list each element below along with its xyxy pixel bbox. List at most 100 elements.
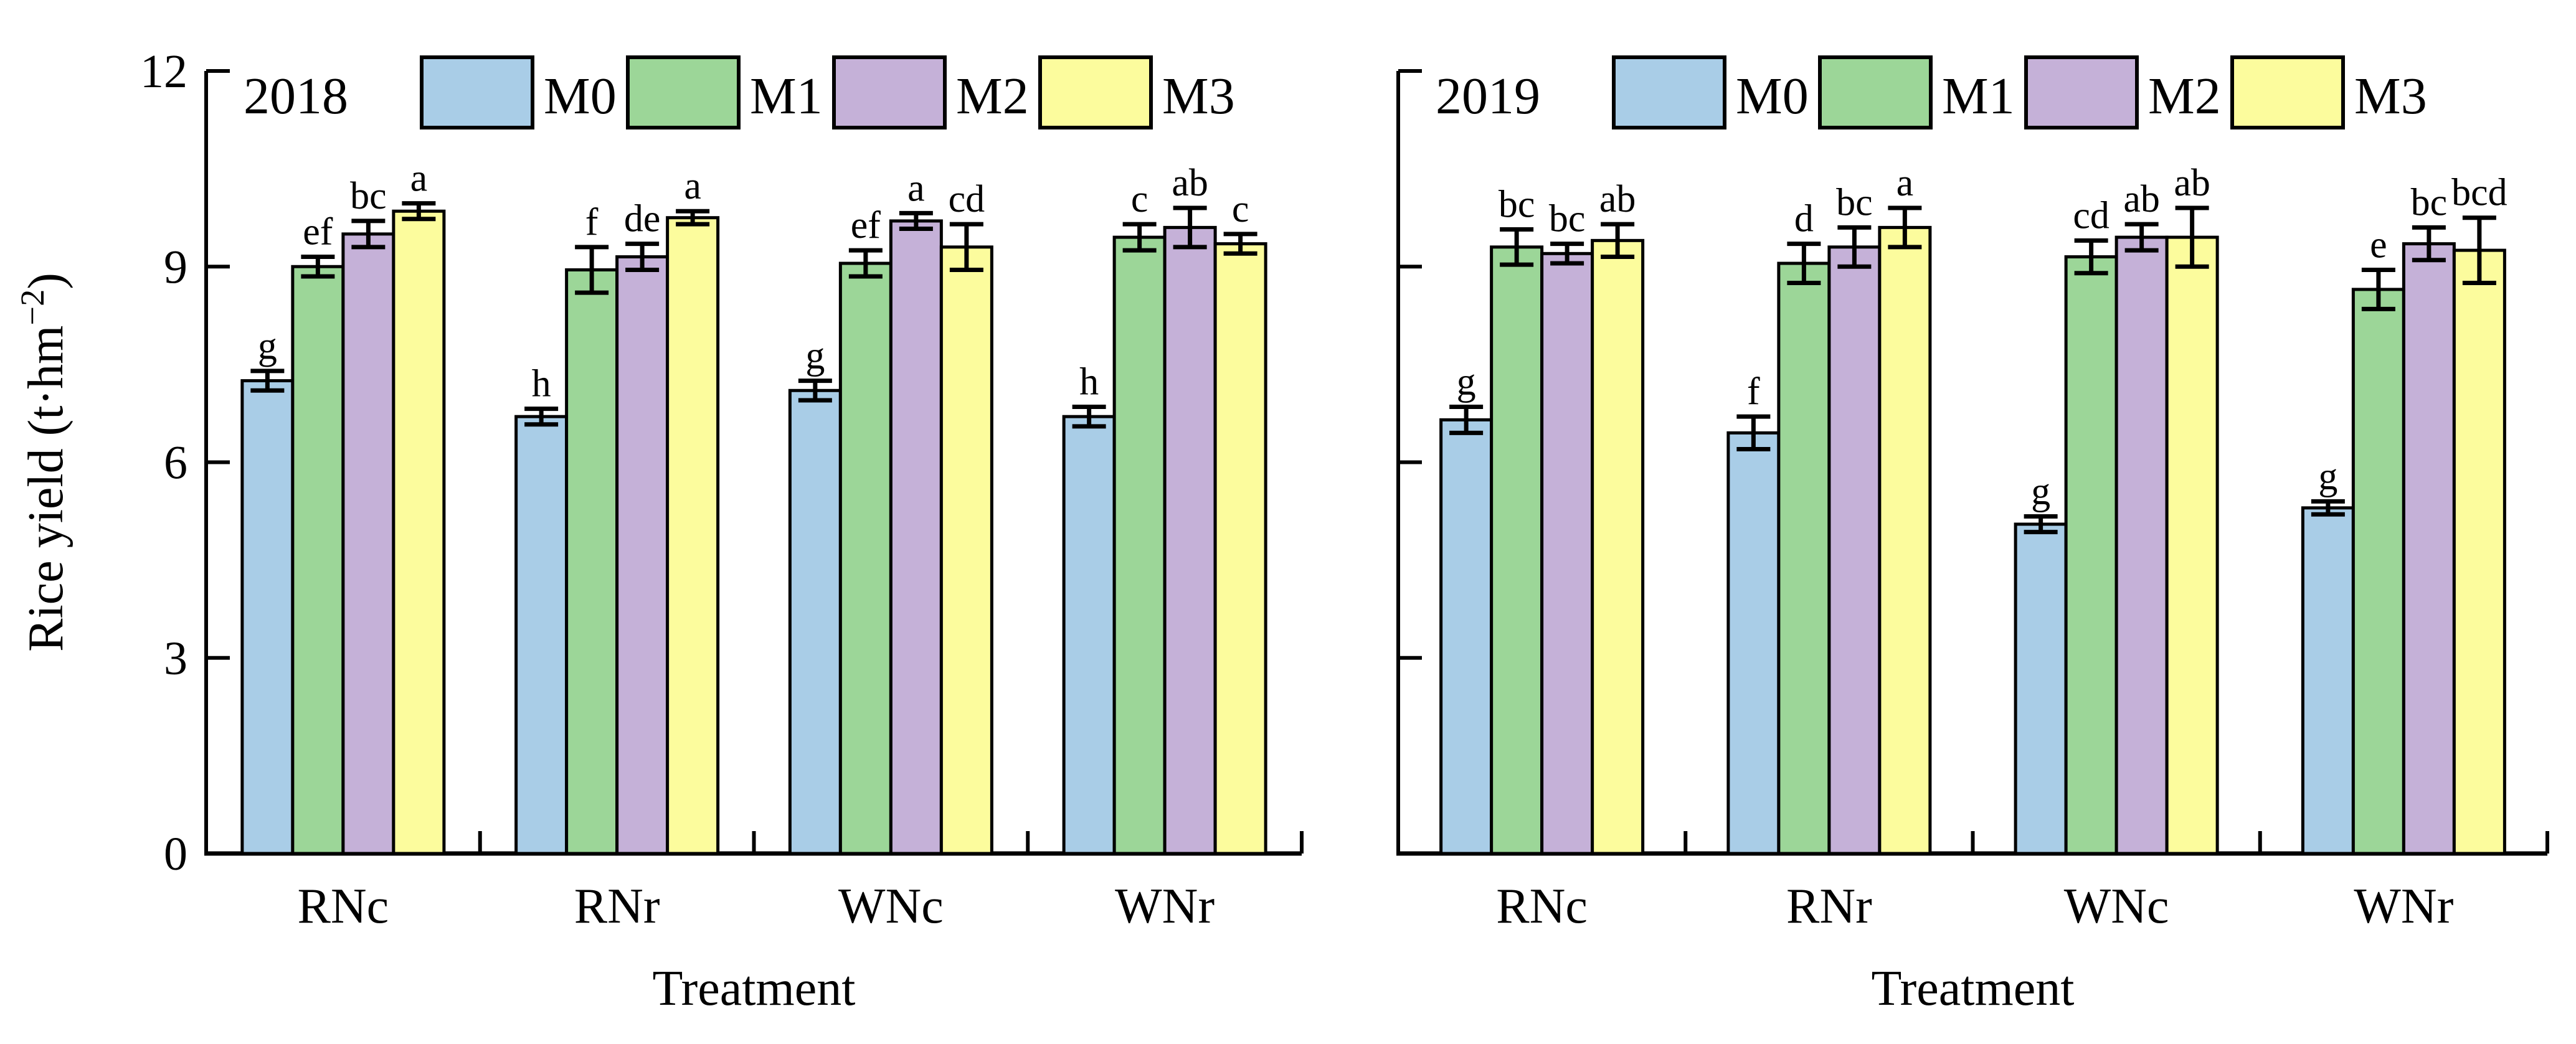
legend-swatch-2018-M1 <box>626 55 741 129</box>
y-tick-label-9: 9 <box>164 241 187 293</box>
group-label-2018-RNr: RNr <box>574 879 660 934</box>
sig-letter-2019-RNr-M1: d <box>1794 198 1814 240</box>
sig-letter-2019-WNc-M0: g <box>2031 470 2050 512</box>
sig-letter-2019-RNc-M1: bc <box>1499 184 1535 226</box>
group-label-2018-WNr: WNr <box>1115 879 1215 934</box>
y-tick-label-6: 6 <box>164 437 187 489</box>
sig-letter-2018-RNr-M2: de <box>624 198 661 240</box>
bar-2018-RNc-M0 <box>240 379 295 855</box>
bar-2019-WNc-M3 <box>2165 235 2219 855</box>
bar-2018-WNc-M1 <box>838 261 893 855</box>
bar-2019-RNc-M3 <box>1591 238 1645 855</box>
legend-label-2018-M2: M2 <box>956 67 1029 125</box>
x-axis-title-2019: Treatment <box>1872 961 2075 1016</box>
sig-letter-2018-WNr-M0: h <box>1079 360 1099 403</box>
sig-letter-2018-RNr-M0: h <box>532 363 551 405</box>
bar-2018-WNr-M3 <box>1213 242 1267 855</box>
bar-2018-WNr-M0 <box>1062 415 1116 855</box>
y-tick-label-3: 3 <box>164 633 187 685</box>
legend-swatch-2019-M2 <box>2024 55 2139 129</box>
bar-2019-RNr-M3 <box>1878 225 1932 855</box>
legend-swatch-2019-M3 <box>2230 55 2345 129</box>
bar-2018-WNr-M1 <box>1112 235 1167 855</box>
legend-swatch-2018-M0 <box>420 55 534 129</box>
sig-letter-2019-RNr-M2: bc <box>1836 181 1873 223</box>
bar-2019-RNr-M2 <box>1827 245 1882 855</box>
legend-label-2019-M1: M1 <box>1942 67 2015 125</box>
y-axis-title: Rice yield (t·hm−2) <box>14 273 73 652</box>
bar-2018-RNc-M2 <box>341 232 395 855</box>
legend-label-2018-M3: M3 <box>1162 67 1235 125</box>
bar-2018-WNc-M0 <box>788 388 842 855</box>
sig-letter-2019-RNr-M3: a <box>1896 162 1914 204</box>
bar-2018-WNc-M2 <box>889 219 943 855</box>
sig-letter-2019-RNr-M0: f <box>1747 370 1760 413</box>
group-label-2019-RNc: RNc <box>1496 879 1588 934</box>
legend-label-2019-M3: M3 <box>2354 67 2427 125</box>
legend-label-2018-M1: M1 <box>750 67 823 125</box>
x-axis-title-2018: Treatment <box>653 961 856 1016</box>
bar-2018-RNr-M0 <box>514 415 569 855</box>
bar-2018-WNr-M2 <box>1163 225 1217 855</box>
group-label-2019-WNc: WNc <box>2064 879 2169 934</box>
bar-2019-WNr-M3 <box>2452 248 2506 855</box>
year-label-2018: 2018 <box>244 67 348 125</box>
bar-2019-RNc-M2 <box>1540 252 1594 855</box>
legend-swatch-2019-M0 <box>1612 55 1726 129</box>
sig-letter-2018-WNc-M3: cd <box>949 178 985 220</box>
bar-2018-RNr-M3 <box>666 216 720 855</box>
sig-letter-2018-RNr-M3: a <box>684 165 701 207</box>
legend-label-2019-M0: M0 <box>1736 67 1809 125</box>
y-tick-label-0: 0 <box>164 828 187 880</box>
sig-letter-2018-WNr-M2: ab <box>1172 162 1208 204</box>
sig-letter-2019-WNr-M2: bc <box>2411 181 2448 223</box>
group-label-2018-RNc: RNc <box>298 879 389 934</box>
bar-2019-WNc-M1 <box>2064 255 2118 855</box>
bar-2019-RNc-M0 <box>1439 418 1494 855</box>
legend-label-2018-M0: M0 <box>544 67 617 125</box>
sig-letter-2018-WNr-M1: c <box>1131 178 1148 220</box>
sig-letter-2019-RNc-M0: g <box>1457 360 1476 403</box>
bar-2019-RNr-M0 <box>1726 431 1781 855</box>
sig-letter-2018-RNr-M1: f <box>585 201 599 243</box>
sig-letter-2018-WNc-M0: g <box>805 335 825 377</box>
bar-2019-WNc-M0 <box>2014 522 2068 855</box>
legend-swatch-2019-M1 <box>1818 55 1933 129</box>
sig-letter-2018-WNr-M3: c <box>1232 188 1249 230</box>
sig-letter-2019-WNc-M3: ab <box>2174 162 2210 204</box>
sig-letter-2019-RNc-M2: bc <box>1549 198 1586 240</box>
bar-2019-WNr-M2 <box>2402 242 2456 855</box>
legend-swatch-2018-M3 <box>1038 55 1153 129</box>
sig-letter-2018-RNc-M3: a <box>410 158 428 200</box>
sig-letter-2019-WNr-M0: g <box>2318 455 2337 497</box>
bar-2018-WNc-M3 <box>939 245 993 855</box>
sig-letter-2018-WNc-M2: a <box>907 167 925 209</box>
legend-label-2019-M2: M2 <box>2148 67 2221 125</box>
sig-letter-2018-WNc-M1: ef <box>851 204 881 247</box>
sig-letter-2019-WNr-M3: bcd <box>2451 172 2507 214</box>
sig-letter-2019-WNc-M2: ab <box>2123 178 2160 220</box>
sig-letter-2018-RNc-M2: bc <box>350 175 387 217</box>
year-label-2019: 2019 <box>1436 67 1540 125</box>
sig-letter-2018-RNc-M0: g <box>258 325 277 367</box>
sig-letter-2019-RNc-M3: ab <box>1599 178 1636 220</box>
sig-letter-2018-RNc-M1: ef <box>303 211 333 253</box>
bar-2019-WNr-M0 <box>2301 506 2355 855</box>
bar-2019-WNr-M1 <box>2351 288 2405 855</box>
bar-2018-RNr-M2 <box>615 255 670 855</box>
sig-letter-2019-WNr-M1: e <box>2370 223 2387 266</box>
bar-2019-WNc-M2 <box>2114 235 2169 855</box>
bar-2018-RNr-M1 <box>565 268 619 855</box>
sig-letter-2019-WNc-M1: cd <box>2073 194 2110 237</box>
bar-2018-RNc-M1 <box>291 265 345 855</box>
group-label-2018-WNc: WNc <box>838 879 944 934</box>
bar-2018-RNc-M3 <box>392 209 446 855</box>
group-label-2019-WNr: WNr <box>2354 879 2453 934</box>
group-label-2019-RNr: RNr <box>1786 879 1872 934</box>
y-tick-label-12: 12 <box>140 45 187 98</box>
legend-swatch-2018-M2 <box>832 55 947 129</box>
bar-2019-RNc-M1 <box>1490 245 1544 855</box>
bar-2019-RNr-M1 <box>1777 261 1831 855</box>
